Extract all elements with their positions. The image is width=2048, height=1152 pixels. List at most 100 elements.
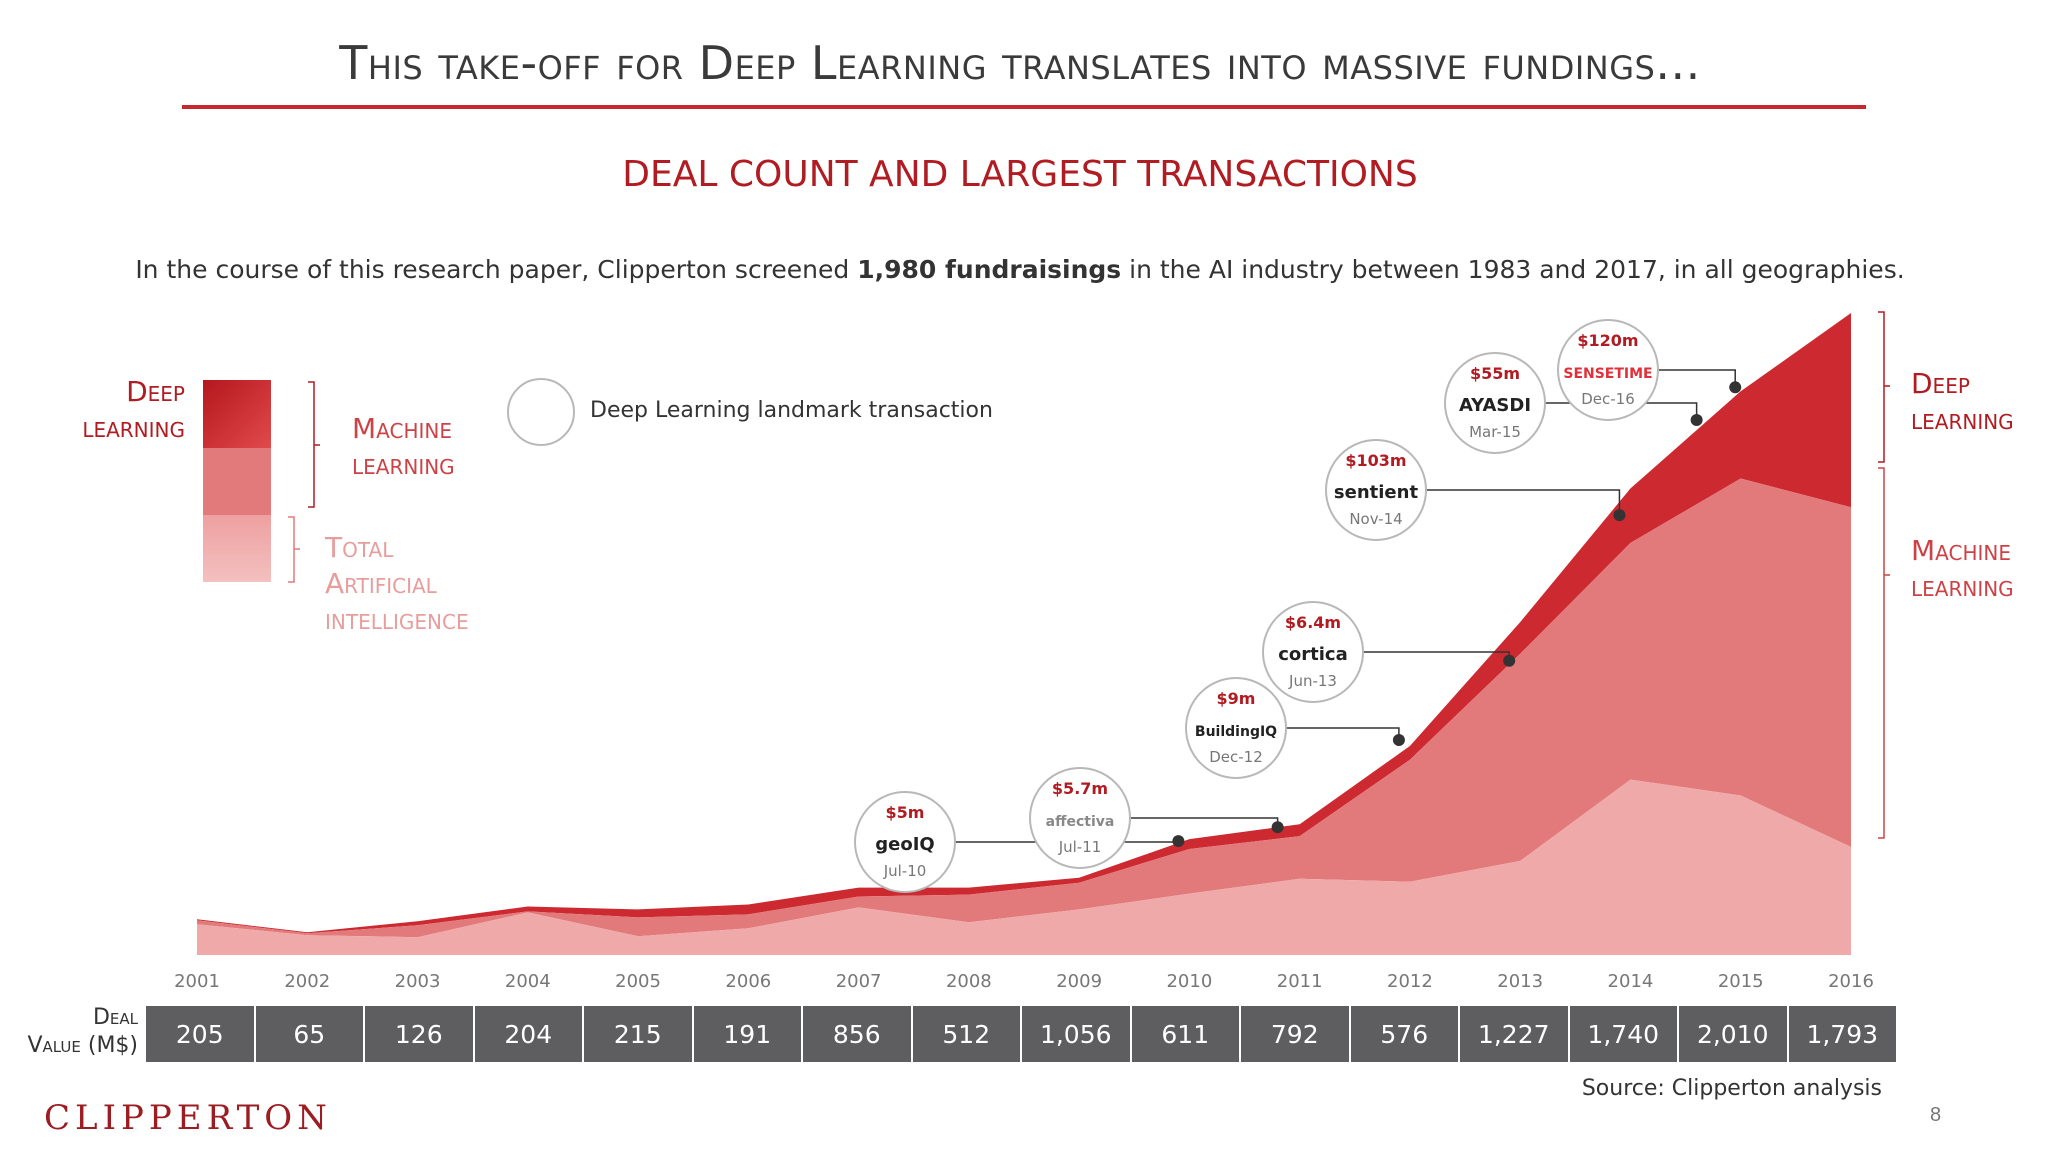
deal-value-cell: 215: [584, 1006, 692, 1062]
landmark-point: [1392, 734, 1405, 747]
area-machine-learning: [197, 478, 1851, 938]
landmark-amount: $5m: [886, 803, 925, 822]
intro-text-start: In the course of this research paper, Cl…: [135, 255, 858, 284]
legend-machine-learning-line-1: Machine: [352, 412, 452, 445]
deal-value-cell: 191: [693, 1006, 801, 1062]
landmark-date: Nov-14: [1349, 510, 1402, 528]
landmark-date: Mar-15: [1469, 423, 1521, 441]
landmark-amount: $120m: [1577, 331, 1638, 350]
landmark-amount: $103m: [1345, 451, 1406, 470]
landmark-bubble: [1029, 767, 1131, 869]
x-tick-label: 2015: [1718, 971, 1764, 992]
x-axis-ticks: 2001 2002 2003 2004 2005 2006 2007 2008 2009 2010…: [174, 971, 1874, 992]
page-title: This take-off for Deep Learning translat…: [339, 36, 1701, 90]
x-tick-label: 2012: [1387, 971, 1433, 992]
landmark-company-logo: AYASDI: [1459, 395, 1531, 416]
landmark-company-logo: sentient: [1334, 482, 1419, 503]
landmark-bubble: [1325, 439, 1427, 541]
deal-value-cell: 512: [912, 1006, 1020, 1062]
deal-value-cell: 1,740: [1569, 1006, 1677, 1062]
x-tick-label: 2014: [1608, 971, 1654, 992]
legend-bracket-total: [288, 516, 300, 583]
landmark-date: Jul-10: [883, 862, 927, 880]
title-underline: [182, 105, 1866, 109]
x-tick-label: 2009: [1056, 971, 1102, 992]
deal-value-label-line-1: Deal: [92, 1005, 138, 1030]
x-tick-label: 2010: [1166, 971, 1212, 992]
landmark-point: [1613, 509, 1626, 522]
area-total-artificial-intelligence: [197, 779, 1851, 955]
legend-deep-learning-label: Deep learning: [40, 374, 185, 446]
x-tick-label: 2001: [174, 971, 220, 992]
landmark-point: [1690, 414, 1703, 426]
x-tick-label: 2013: [1497, 971, 1543, 992]
legend-total-ai-label: Total Artificial intelligence: [325, 530, 469, 638]
landmark-amount: $6.4m: [1285, 613, 1341, 632]
deal-value-cell: 576: [1350, 1006, 1458, 1062]
x-tick-label: 2004: [505, 971, 551, 992]
legend-total-ai-line-1: Total: [325, 531, 394, 564]
landmark-point: [1503, 654, 1516, 667]
right-deep-learning-line-1: Deep: [1911, 367, 1970, 400]
x-tick-label: 2016: [1828, 971, 1874, 992]
x-tick-label: 2007: [836, 971, 882, 992]
landmark-point: [1729, 381, 1742, 394]
legend-landmark-label: Deep Learning landmark transaction: [590, 398, 993, 423]
deal-value-cell: 65: [255, 1006, 363, 1062]
landmark-amount: $55m: [1470, 364, 1520, 383]
chart-title: DEAL COUNT AND LARGEST TRANSACTIONS: [622, 154, 1418, 195]
right-machine-learning-line-2: learning: [1911, 570, 2014, 603]
intro-text-end: in the AI industry between 1983 and 2017…: [1121, 255, 1905, 284]
deal-value-cell: 611: [1131, 1006, 1239, 1062]
area-deep-learning: [197, 313, 1851, 934]
legend-swatch-machine: [203, 448, 271, 515]
legend-swatch-deep: [203, 380, 271, 448]
landmark-connector: [1130, 817, 1279, 828]
right-bracket-deep: [1878, 311, 1890, 463]
area-chart: 2001 2002 2003 2004 2005 2006 2007 2008 2009 2010…: [174, 313, 1874, 992]
deal-value-cell: 792: [1241, 1006, 1349, 1062]
deal-value-cell: 2,010: [1679, 1006, 1787, 1062]
landmark-markers: $5m geoIQ Jul-10 $5.7m affectiva Jul-11 $9m Bui…: [854, 319, 1742, 893]
intro-text-highlight: 1,980 fundraisings: [857, 255, 1122, 284]
right-machine-learning-label: Machine learning: [1911, 533, 2014, 605]
legend-swatch-total: [203, 515, 271, 582]
deal-value-cell: 204: [474, 1006, 582, 1062]
x-tick-label: 2011: [1277, 971, 1323, 992]
landmark-company-logo: geoIQ: [875, 834, 934, 855]
landmark-connector: [1286, 727, 1400, 741]
landmark-bubble: [1444, 352, 1546, 454]
deal-value-cell: 856: [803, 1006, 911, 1062]
legend-total-ai-line-2: Artificial: [325, 567, 437, 600]
landmark-point: [1271, 821, 1284, 834]
x-tick-label: 2008: [946, 971, 992, 992]
deal-value-cell: 1,793: [1788, 1006, 1896, 1062]
x-tick-label: 2003: [395, 971, 441, 992]
brand-logo: CLIPPERTON: [44, 1098, 332, 1138]
page-number: 8: [1930, 1104, 1942, 1126]
x-tick-label: 2005: [615, 971, 661, 992]
x-tick-label: 2002: [284, 971, 330, 992]
legend-machine-learning-label: Machine learning: [352, 411, 455, 483]
intro-text: In the course of this research paper, Cl…: [100, 255, 1940, 284]
right-deep-learning-label: Deep learning: [1911, 366, 2014, 438]
legend-deep-learning-line-2: learning: [82, 411, 185, 444]
legend-landmark-circle: [507, 378, 575, 446]
right-machine-learning-line-1: Machine: [1911, 534, 2011, 567]
landmark-date: Dec-12: [1209, 748, 1263, 766]
deal-value-label: Deal Value (M$): [14, 1004, 138, 1060]
deal-value-label-line-2: Value (M$): [27, 1033, 138, 1058]
legend-swatch: [203, 380, 271, 582]
right-brackets: [1878, 311, 1890, 839]
landmark-company-logo: affectiva: [1046, 814, 1115, 830]
landmark-company-logo: cortica: [1278, 644, 1348, 665]
landmark-amount: $5.7m: [1052, 779, 1108, 798]
legend-machine-learning-line-2: learning: [352, 448, 455, 481]
landmark-company-logo: SENSETIME: [1563, 366, 1652, 382]
landmark-company-logo: BuildingIQ: [1195, 724, 1277, 740]
legend-bracket-machine: [308, 381, 320, 508]
chart-areas: [197, 313, 1851, 955]
landmark-bubble: [854, 791, 956, 893]
legend-total-ai-line-3: intelligence: [325, 603, 469, 636]
deal-value-cell: 1,227: [1460, 1006, 1568, 1062]
